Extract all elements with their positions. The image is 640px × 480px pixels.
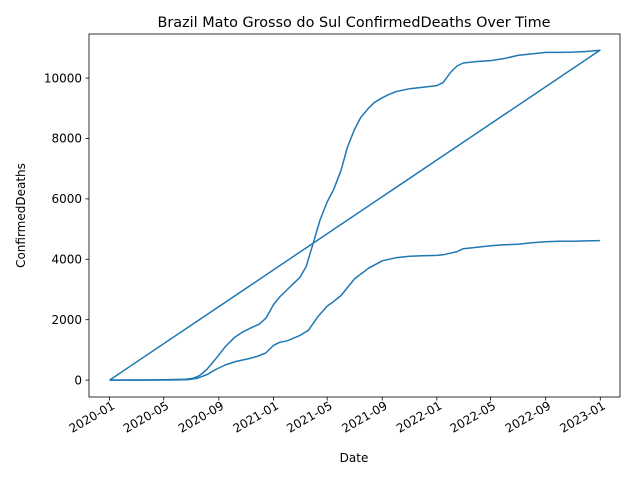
plot-area bbox=[88, 33, 621, 398]
plot-frame bbox=[88, 33, 621, 398]
series-line-2 bbox=[109, 239, 600, 381]
y-tick-label: 8000 bbox=[51, 132, 82, 146]
y-tick-label: 4000 bbox=[51, 253, 82, 267]
series-lines bbox=[109, 49, 601, 381]
y-axis-title: ConfirmedDeaths bbox=[14, 163, 28, 268]
series-line-1 bbox=[109, 49, 601, 381]
y-tick-label: 2000 bbox=[51, 313, 82, 327]
chart-title: Brazil Mato Grosso do Sul ConfirmedDeath… bbox=[158, 15, 551, 31]
y-tick-label: 6000 bbox=[51, 192, 82, 206]
y-tick-label: 0 bbox=[74, 373, 82, 387]
x-axis-title: Date bbox=[340, 451, 369, 465]
y-axis: 0 2000 4000 6000 8000 10000 bbox=[44, 71, 89, 387]
y-tick-label: 10000 bbox=[44, 71, 82, 85]
